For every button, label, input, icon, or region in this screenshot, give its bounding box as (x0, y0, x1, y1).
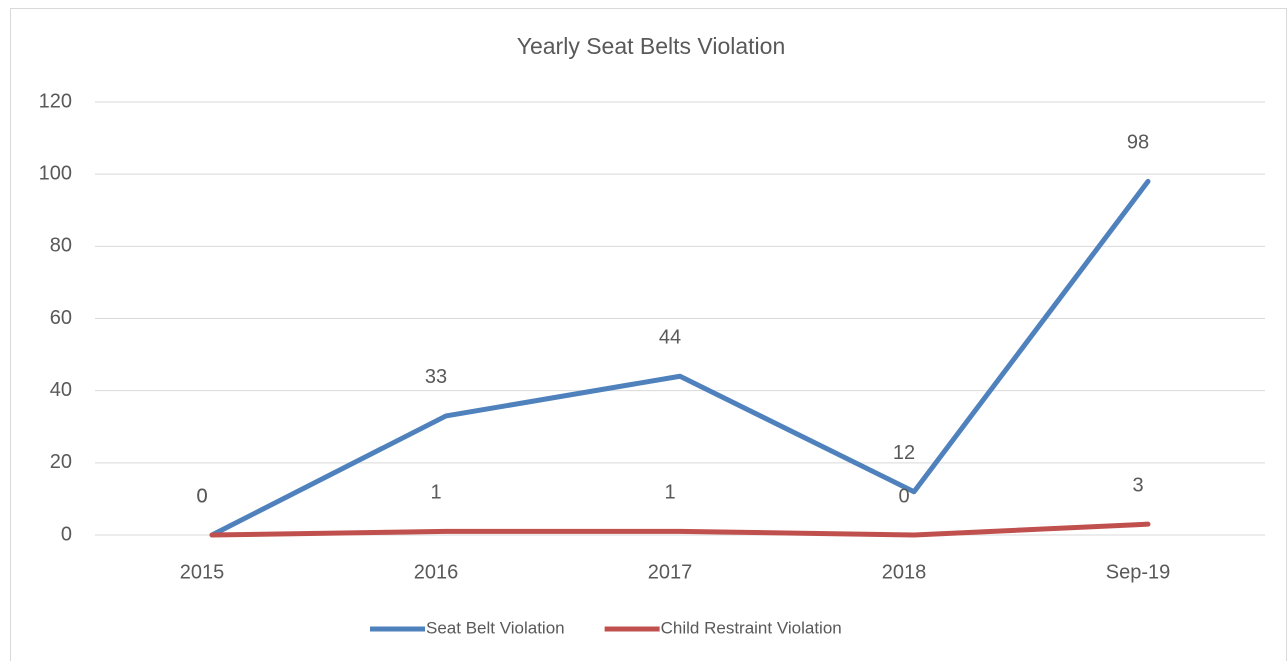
y-tick-label: 80 (50, 235, 72, 257)
legend-text: Child Restraint Violation (661, 618, 842, 637)
data-label: 33 (425, 366, 447, 388)
data-label: 98 (1127, 132, 1149, 154)
y-tick-label: 0 (61, 523, 72, 545)
data-label: 0 (196, 485, 207, 507)
data-label: 44 (659, 327, 681, 349)
series-line (209, 521, 1151, 538)
data-label: 12 (893, 442, 915, 464)
y-tick-label: 60 (50, 307, 72, 329)
chart-frame (10, 8, 1287, 661)
x-tick-label: 2016 (414, 561, 459, 583)
y-tick-label: 100 (39, 162, 72, 184)
x-tick-label: 2017 (648, 561, 693, 583)
data-label: 0 (196, 485, 207, 507)
x-tick-label: Sep-19 (1106, 561, 1171, 583)
data-label: 1 (664, 482, 675, 504)
series-line (209, 178, 1151, 538)
y-tick-label: 40 (50, 379, 72, 401)
x-tick-label: 2015 (180, 561, 225, 583)
chart-title: Yearly Seat Belts Violation (517, 33, 786, 59)
y-tick-label: 20 (50, 451, 72, 473)
legend-text: Seat Belt Violation (426, 618, 565, 637)
x-tick-label: 2018 (882, 561, 927, 583)
data-label: 0 (898, 485, 909, 507)
data-label: 3 (1132, 474, 1143, 496)
data-label: 1 (430, 482, 441, 504)
y-tick-label: 120 (39, 90, 72, 112)
